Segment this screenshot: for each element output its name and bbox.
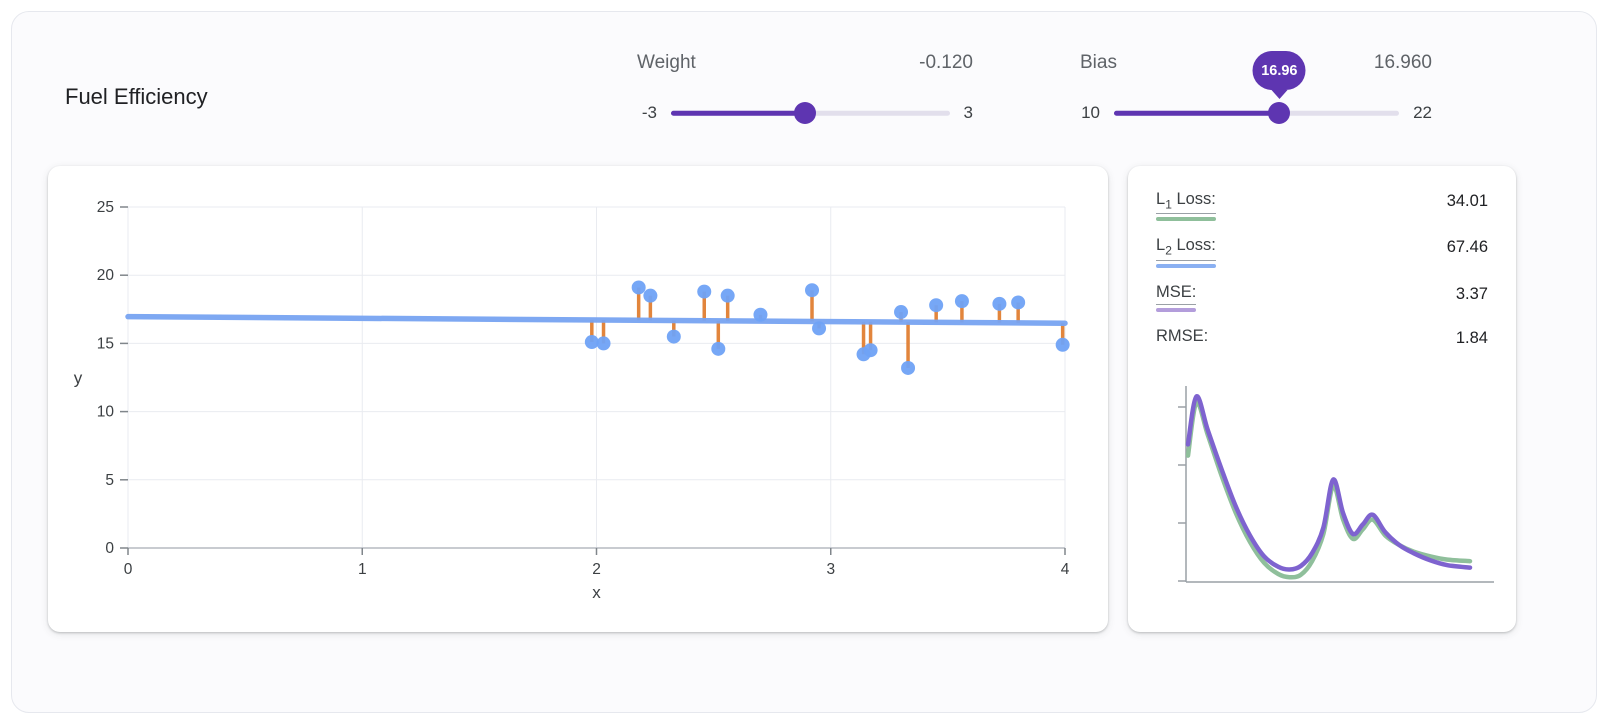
svg-text:3: 3 <box>826 561 835 578</box>
svg-text:x: x <box>592 583 601 602</box>
fit-chart-svg: 0 1 2 3 4 0 5 10 15 20 25 x y <box>74 199 1070 602</box>
svg-text:y: y <box>74 369 83 388</box>
loss-metrics-list: L1 Loss: 34.01 L2 Loss: 67.46 MSE: 3.37 RMSE: 1… <box>1156 190 1488 363</box>
page-title: Fuel Efficiency <box>65 84 208 109</box>
loss-metric-label: MSE: <box>1156 283 1197 312</box>
loss-chart-svg <box>1178 386 1494 583</box>
bias-slider-fill <box>1114 110 1280 116</box>
bias-control: Bias 16.960 10 16.96 22 <box>1080 50 1432 124</box>
loss-legend-swatch <box>1156 217 1216 222</box>
svg-text:4: 4 <box>1061 561 1070 578</box>
loss-legend-swatch <box>1156 307 1197 312</box>
bubble-tail <box>1271 90 1288 99</box>
svg-text:5: 5 <box>105 472 114 489</box>
loss-legend-swatch <box>1156 263 1216 268</box>
svg-text:15: 15 <box>97 335 114 352</box>
weight-value: -0.120 <box>919 52 973 73</box>
bias-slider-thumb[interactable] <box>1268 102 1291 124</box>
loss-row: MSE: 3.37 <box>1156 283 1488 312</box>
weight-control-head: Weight -0.120 <box>637 50 973 76</box>
svg-text:1: 1 <box>358 561 367 578</box>
loss-row: L2 Loss: 67.46 <box>1156 236 1488 268</box>
loss-metric-value: 67.46 <box>1446 238 1488 257</box>
loss-metric-value: 1.84 <box>1455 328 1488 347</box>
bias-slider-row: 10 16.96 22 <box>1080 51 1432 124</box>
svg-text:0: 0 <box>105 540 114 557</box>
loss-row: RMSE: 1.84 <box>1156 327 1488 348</box>
bias-value: 16.960 <box>1373 52 1432 73</box>
weight-control: Weight -0.120 -3 3 <box>637 50 973 124</box>
loss-metric-value: 3.37 <box>1455 284 1488 303</box>
loss-metric-label: RMSE: <box>1156 326 1209 345</box>
svg-text:2: 2 <box>592 561 601 578</box>
loss-metric-value: 34.01 <box>1446 192 1488 210</box>
bias-value-bubble: 16.96 <box>1252 51 1306 99</box>
weight-slider-thumb[interactable] <box>793 102 816 124</box>
loss-metric-label: L2 Loss: <box>1156 236 1216 268</box>
weight-min-label: -3 <box>641 103 657 122</box>
weight-slider[interactable] <box>671 102 950 124</box>
bias-label: Bias <box>1080 52 1117 73</box>
weight-label: Weight <box>637 52 696 73</box>
svg-text:0: 0 <box>124 561 133 578</box>
weight-max-label: 3 <box>963 103 973 122</box>
bias-control-head: Bias 16.960 <box>1080 50 1432 76</box>
loss-panel-card: L1 Loss: 34.01 L2 Loss: 67.46 MSE: 3.37 RMSE: 1… <box>1128 166 1516 632</box>
loss-row: L1 Loss: 34.01 <box>1156 190 1488 222</box>
weight-slider-row: -3 3 <box>637 102 973 124</box>
svg-text:25: 25 <box>97 199 114 216</box>
bias-max-label: 22 <box>1413 103 1432 122</box>
fit-chart-card: 0 1 2 3 4 0 5 10 15 20 25 x y <box>48 166 1108 632</box>
bias-bubble-text: 16.96 <box>1261 62 1298 79</box>
svg-text:10: 10 <box>97 404 115 421</box>
bias-slider[interactable]: 16.96 <box>1114 51 1400 124</box>
bias-min-label: 10 <box>1081 103 1100 122</box>
loss-metric-label: L1 Loss: <box>1156 190 1216 222</box>
weight-slider-fill <box>671 110 805 116</box>
svg-text:20: 20 <box>97 267 115 284</box>
